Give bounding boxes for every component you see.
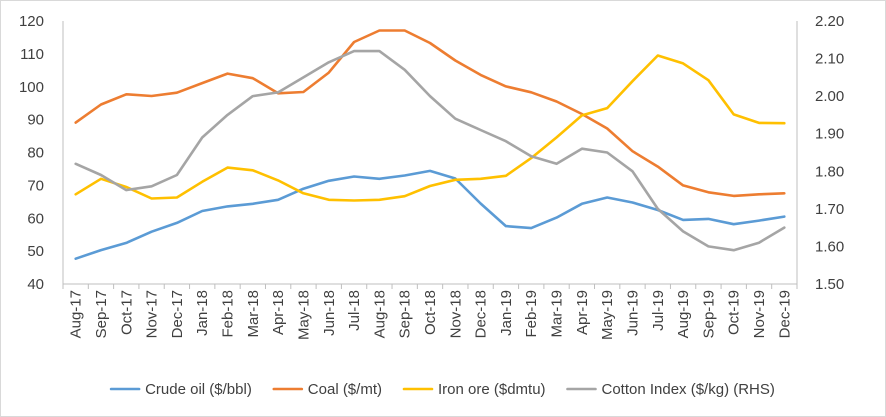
x-tick-label: Nov-18	[447, 290, 464, 338]
x-tick-label: Jun-18	[321, 290, 338, 336]
legend-label: Cotton Index ($/kg) (RHS)	[602, 381, 775, 398]
x-tick-label: Jun-19	[624, 290, 641, 336]
x-tick-label: Aug-18	[371, 290, 388, 338]
series-layer	[74, 29, 786, 260]
legend-item: Coal ($/mt)	[272, 381, 382, 398]
y-left-tick-label: 60	[27, 210, 44, 227]
x-tick-label: Mar-18	[245, 290, 262, 338]
x-tick-label: Nov-17	[144, 290, 161, 338]
x-tick-label: Apr-18	[270, 290, 287, 335]
y-right-tick-label: 1.90	[815, 126, 844, 143]
y-right-tick-label: 1.60	[815, 238, 844, 255]
x-tick-label: Jan-18	[194, 290, 211, 336]
y-right-tick-label: 2.10	[815, 51, 844, 68]
x-tick-label: Nov-19	[751, 290, 768, 338]
x-tick-label: Feb-19	[523, 290, 540, 338]
x-tick-label: Feb-18	[220, 290, 237, 338]
x-tick-label: May-19	[599, 290, 616, 340]
x-tick-label: Oct-18	[422, 290, 439, 335]
y-right-tick-label: 2.20	[815, 13, 844, 30]
x-tick-label: Oct-17	[118, 290, 135, 335]
series-line-iron-ore-dmtu	[74, 54, 786, 202]
x-tick-label: Oct-19	[726, 290, 743, 335]
y-right-tick-label: 1.70	[815, 201, 844, 218]
x-tick-label: Aug-19	[675, 290, 692, 338]
y-right-tick-label: 1.50	[815, 276, 844, 293]
x-tick-label: Aug-17	[68, 290, 85, 338]
legend-item: Iron ore ($dmtu)	[402, 381, 546, 398]
legend-item: Crude oil ($/bbl)	[109, 381, 252, 398]
x-tick-label: Dec-18	[473, 290, 490, 338]
y-left-tick-label: 50	[27, 243, 44, 260]
axis-layer: 40 50 60 70 80 90 100 110 120 1.50 1.60 1.70 1.80 1.9…	[19, 13, 844, 340]
y-left-tick-label: 80	[27, 145, 44, 162]
y-left-tick-label: 100	[19, 79, 44, 96]
legend-label: Iron ore ($dmtu)	[438, 381, 546, 398]
x-tick-label: Mar-19	[549, 290, 566, 338]
y-left-tick-label: 110	[20, 46, 44, 63]
x-tick-label: Sep-17	[93, 290, 110, 338]
x-tick-label: Sep-19	[700, 290, 717, 338]
x-tick-label: Apr-19	[574, 290, 591, 335]
x-tick-label: Dec-17	[169, 290, 186, 338]
x-tick-label: Sep-18	[397, 290, 414, 338]
x-tick-label: Jan-19	[498, 290, 515, 336]
series-line-crude-oil-bbl	[74, 169, 786, 260]
y-right-tick-label: 2.00	[815, 88, 844, 105]
x-tick-label: Jul-18	[346, 290, 363, 331]
series-line-cotton-index-kg-rhs	[74, 49, 786, 252]
series-line-coal-mt	[74, 29, 786, 198]
legend-item: Cotton Index ($/kg) (RHS)	[566, 381, 775, 398]
x-tick-label: Dec-19	[776, 290, 793, 338]
legend-label: Crude oil ($/bbl)	[145, 381, 252, 398]
y-left-tick-label: 40	[27, 276, 44, 293]
x-tick-label: May-18	[295, 290, 312, 340]
y-right-tick-label: 1.80	[815, 163, 844, 180]
y-left-tick-label: 70	[27, 177, 44, 194]
y-left-tick-label: 120	[19, 13, 44, 30]
legend: Crude oil ($/bbl) Coal ($/mt) Iron ore ($d…	[109, 381, 775, 398]
legend-label: Coal ($/mt)	[308, 381, 382, 398]
x-tick-label: Jul-19	[650, 290, 667, 331]
y-left-tick-label: 90	[27, 112, 44, 129]
